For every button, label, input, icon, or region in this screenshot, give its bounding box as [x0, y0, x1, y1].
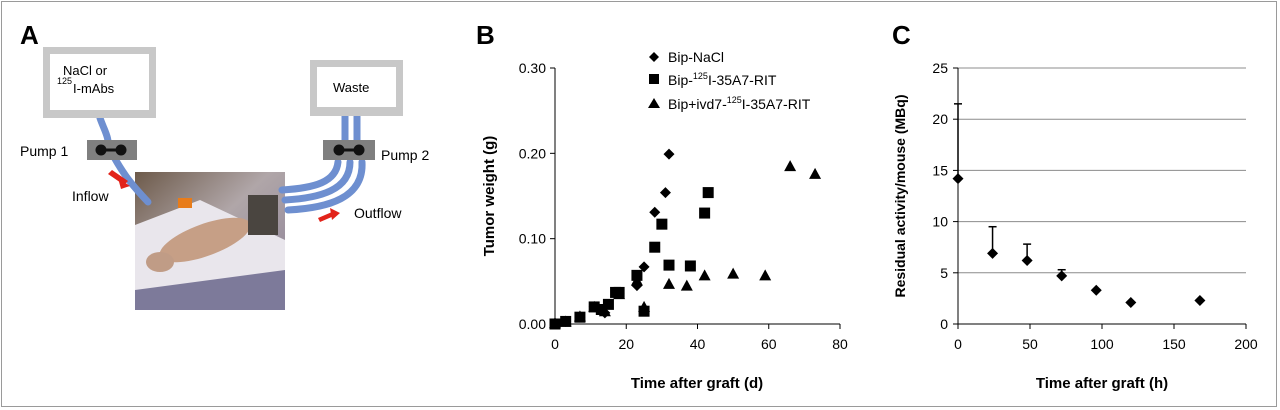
- b-x-tick-label: 0: [551, 336, 559, 352]
- c-y-tick-label: 5: [940, 265, 948, 281]
- b-point-triangle: [663, 277, 675, 289]
- b-point-triangle: [698, 269, 711, 281]
- legend-marker-triangle: [648, 98, 660, 108]
- b-point-square: [595, 303, 607, 315]
- reservoir-left-line2: I-mAbs: [73, 81, 115, 96]
- reservoir-left-sup: 125: [57, 76, 72, 86]
- b-point-triangle: [759, 269, 772, 281]
- c-point-diamond: [987, 247, 999, 259]
- b-points: [549, 148, 822, 330]
- b-point-triangle: [727, 267, 740, 279]
- b-point-triangle: [809, 167, 822, 179]
- b-point-square: [649, 241, 661, 253]
- b-point-triangle: [784, 160, 797, 172]
- outflow-tube-3: [284, 158, 366, 214]
- panel-c: C 0 5 10 15 20 25 0 50 100 150 200 Time after graf…: [892, 20, 1258, 392]
- c-point-diamond: [952, 173, 964, 185]
- b-point-triangle: [613, 288, 626, 300]
- c-points: [952, 173, 1206, 308]
- b-point-square: [702, 187, 714, 199]
- b-point-triangle: [680, 279, 693, 291]
- b-y-tick-label: 0.20: [519, 145, 546, 161]
- legend-marker-diamond: [649, 52, 659, 62]
- b-y-tick-label: 0.10: [519, 231, 546, 247]
- c-point-diamond: [1194, 294, 1206, 306]
- reservoir-left-line1: NaCl or: [63, 63, 108, 78]
- c-x-tick-label: 100: [1090, 336, 1114, 352]
- c-x-tick-label: 0: [954, 336, 962, 352]
- b-x-tick-label: 40: [690, 336, 706, 352]
- c-y-tick-label: 0: [940, 316, 948, 332]
- panel-b-letter: B: [476, 20, 495, 50]
- c-ticks: 0 5 10 15 20 25 0 50 100 150 200: [932, 60, 1257, 352]
- reservoir-right-label: Waste: [333, 80, 369, 95]
- legend-label-bip-rit: Bip-125I-35A7-RIT: [668, 71, 777, 88]
- tubing: [96, 96, 366, 214]
- b-point-triangle: [588, 300, 601, 312]
- b-point-square: [699, 207, 711, 219]
- c-x-tick-label: 200: [1234, 336, 1258, 352]
- pump-1: [87, 140, 137, 160]
- reservoir-right: Waste: [310, 60, 403, 116]
- inflow-arrow: [108, 170, 128, 185]
- c-point-diamond: [1056, 270, 1068, 282]
- c-error-bars: [954, 103, 1066, 276]
- b-point-diamond: [663, 148, 675, 160]
- b-point-triangle: [559, 315, 572, 327]
- b-y-tick-label: 0.00: [519, 316, 546, 332]
- reservoir-left: NaCl or 125 I-mAbs: [43, 47, 156, 118]
- pump-1-label: Pump 1: [20, 143, 68, 159]
- inflow-label: Inflow: [72, 188, 109, 204]
- c-gridlines: [958, 67, 1246, 274]
- b-point-square: [656, 218, 668, 230]
- c-x-axis-label: Time after graft (h): [1036, 375, 1168, 392]
- legend-marker-square: [649, 74, 659, 84]
- c-x-tick-label: 150: [1162, 336, 1186, 352]
- b-point-diamond: [638, 261, 650, 273]
- b-y-axis-label: Tumor weight (g): [481, 136, 498, 257]
- mouse-photo: [135, 172, 285, 310]
- outflow-arrow: [318, 212, 334, 222]
- outflow-label: Outflow: [354, 205, 402, 221]
- inflow-tube-bottom: [110, 153, 152, 206]
- pump-2: [323, 140, 375, 160]
- b-y-tick-label: 0.30: [519, 60, 546, 76]
- b-x-axis-label: Time after graft (d): [631, 375, 763, 392]
- c-point-diamond: [1125, 296, 1137, 308]
- legend-label-bip-ivd7-rit: Bip+ivd7-125I-35A7-RIT: [668, 95, 811, 112]
- b-x-tick-label: 80: [832, 336, 848, 352]
- b-point-triangle: [549, 317, 561, 329]
- b-point-triangle: [630, 274, 643, 286]
- b-point-triangle: [573, 310, 586, 322]
- b-x-tick-label: 60: [761, 336, 777, 352]
- b-x-tick-label: 20: [618, 336, 634, 352]
- c-point-diamond: [1021, 255, 1033, 267]
- outflow-tube-2: [281, 158, 354, 204]
- b-point-triangle: [598, 305, 611, 317]
- b-point-triangle: [638, 300, 651, 312]
- c-y-tick-label: 25: [932, 60, 948, 76]
- b-point-diamond: [649, 206, 661, 218]
- c-y-tick-label: 10: [932, 214, 948, 230]
- b-point-square: [602, 298, 614, 310]
- b-point-square: [663, 259, 675, 271]
- panel-a-letter: A: [20, 20, 39, 50]
- c-point-diamond: [1090, 284, 1102, 296]
- panel-b: B 0.00 0.10 0.20 0.30 0 20 40 60 80 Time after g…: [476, 20, 848, 392]
- b-point-diamond: [659, 187, 671, 199]
- legend-label-bip-nacl: Bip-NaCl: [668, 49, 724, 65]
- panel-a: A NaCl or 125 I-mAbs: [20, 20, 429, 310]
- c-y-tick-label: 20: [932, 111, 948, 127]
- b-ticks: 0.00 0.10 0.20 0.30 0 20 40 60 80: [519, 60, 848, 352]
- b-point-square: [684, 260, 696, 272]
- c-y-axis-label: Residual activity/mouse (MBq): [892, 94, 908, 297]
- outflow-tube-1: [278, 158, 342, 194]
- c-x-tick-label: 50: [1022, 336, 1038, 352]
- panel-c-letter: C: [892, 20, 911, 50]
- c-y-tick-label: 15: [932, 162, 948, 178]
- b-legend: Bip-NaCl Bip-125I-35A7-RIT Bip+ivd7-125I…: [648, 49, 811, 112]
- pump-2-label: Pump 2: [381, 147, 429, 163]
